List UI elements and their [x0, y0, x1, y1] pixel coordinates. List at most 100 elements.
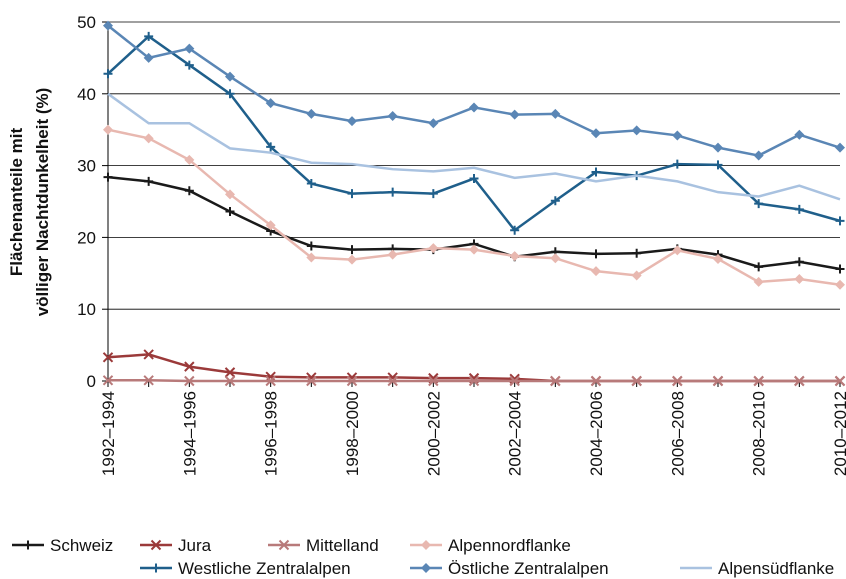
point — [184, 186, 194, 196]
x-tick-label: 1998–2000 — [343, 391, 362, 476]
point — [835, 279, 845, 290]
point — [835, 216, 845, 226]
point — [225, 189, 235, 200]
x-tick-label: 2002–2004 — [506, 391, 525, 476]
y-tick-label: 10 — [77, 300, 96, 319]
point — [387, 249, 398, 260]
point — [550, 196, 560, 206]
point — [346, 375, 358, 387]
point — [184, 154, 195, 165]
point — [347, 189, 357, 199]
y-tick-label: 0 — [87, 372, 96, 391]
legend-label: Westliche Zentralalpen — [178, 559, 351, 578]
point — [306, 241, 316, 251]
point — [103, 20, 113, 31]
point — [469, 244, 479, 255]
legend-label: Mittelland — [306, 536, 379, 555]
point — [712, 375, 724, 387]
x-tick-label: 1992–1994 — [99, 391, 118, 476]
point — [794, 204, 804, 214]
legend-marker — [23, 540, 33, 550]
y-axis-label: völliger Nachtdunkelheit (%) — [33, 88, 52, 317]
point — [835, 142, 845, 153]
point — [306, 252, 317, 263]
series-line — [107, 92, 841, 201]
point — [590, 375, 602, 387]
point — [794, 375, 805, 387]
point — [103, 124, 113, 135]
point — [428, 243, 439, 254]
series-line — [107, 24, 841, 157]
point — [266, 142, 276, 152]
point — [469, 102, 479, 113]
point — [224, 375, 236, 387]
series-line — [107, 34, 841, 232]
series-line — [107, 175, 841, 271]
point — [550, 108, 561, 119]
point — [102, 352, 114, 363]
y-axis-label: Flächenanteile mit — [7, 128, 26, 277]
point — [509, 251, 520, 262]
legend-marker — [278, 539, 290, 551]
point — [631, 125, 642, 136]
legend-marker — [150, 539, 162, 551]
point — [184, 60, 194, 70]
legend-label: Östliche Zentralalpen — [448, 559, 609, 578]
point — [591, 167, 601, 177]
point — [713, 142, 723, 153]
point — [550, 375, 561, 387]
point — [672, 375, 683, 387]
point — [144, 176, 154, 186]
legend-marker — [151, 563, 161, 573]
point — [834, 375, 846, 387]
legend-label: Schweiz — [50, 536, 113, 555]
point — [509, 375, 520, 387]
point — [143, 375, 154, 386]
point — [469, 174, 479, 184]
y-tick-label: 40 — [77, 85, 96, 104]
point — [754, 199, 764, 209]
point — [265, 371, 276, 382]
point — [347, 116, 357, 127]
point — [672, 159, 682, 169]
point — [510, 225, 520, 235]
point — [387, 111, 398, 122]
point — [184, 375, 195, 387]
point — [225, 71, 235, 82]
point — [591, 128, 601, 139]
point — [468, 375, 480, 387]
point — [672, 245, 683, 256]
series-line — [107, 128, 841, 287]
point — [550, 253, 561, 264]
x-tick-label: 1996–1998 — [262, 391, 281, 476]
point — [753, 375, 764, 387]
point — [428, 375, 439, 387]
point — [713, 160, 723, 170]
point — [794, 129, 805, 140]
x-tick-label: 2000–2002 — [424, 391, 443, 476]
point — [265, 220, 276, 231]
point — [143, 133, 154, 144]
point — [347, 254, 357, 265]
point — [143, 52, 154, 63]
x-tick-label: 2004–2006 — [587, 391, 606, 476]
point — [143, 349, 154, 360]
point — [754, 262, 764, 272]
point — [265, 375, 276, 387]
point — [347, 245, 357, 255]
point — [631, 375, 642, 387]
point — [225, 89, 235, 99]
legend-label: Jura — [178, 536, 212, 555]
point — [509, 109, 520, 120]
point — [794, 274, 805, 285]
point — [632, 248, 642, 258]
point — [591, 266, 601, 277]
x-tick-label: 2010–2012 — [831, 391, 846, 476]
x-tick-label: 1994–1996 — [180, 391, 199, 476]
x-tick-label: 2006–2008 — [668, 391, 687, 476]
legend-marker — [421, 540, 431, 550]
y-tick-label: 50 — [77, 13, 96, 32]
point — [387, 375, 398, 387]
point — [144, 31, 154, 41]
